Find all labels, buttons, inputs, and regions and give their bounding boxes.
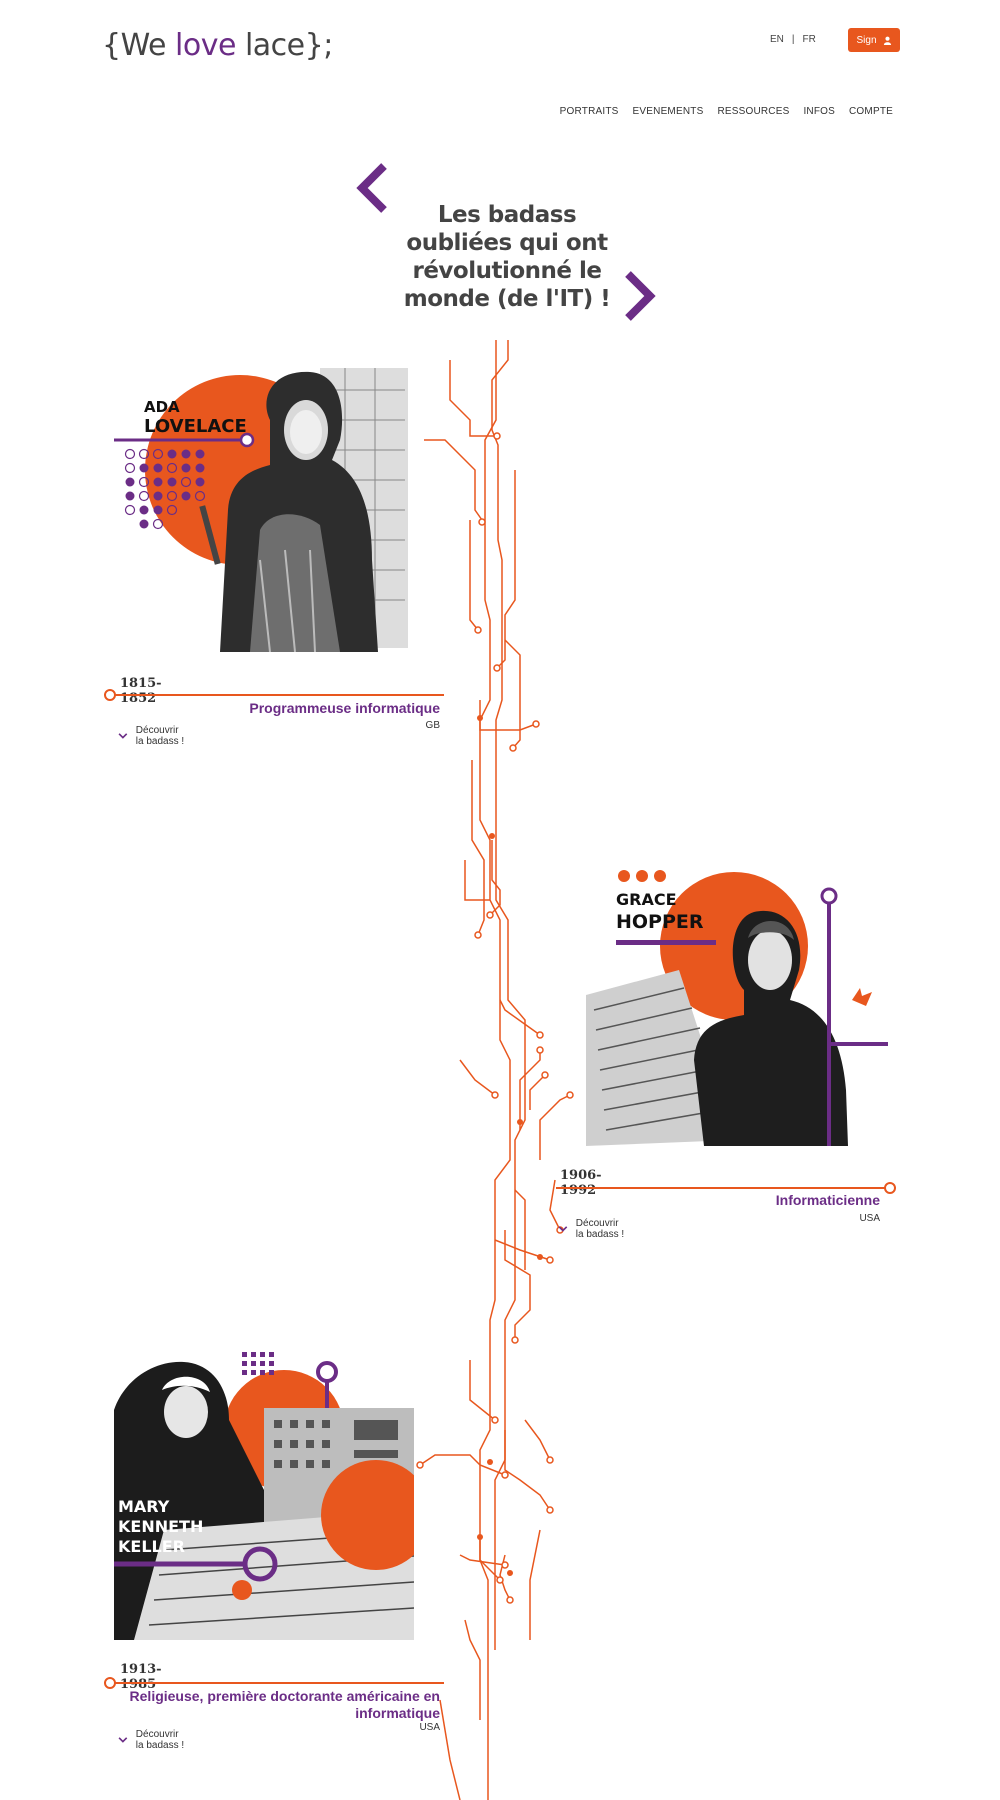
language-switcher: EN | FR xyxy=(766,34,820,45)
mary-name-line1: MARY xyxy=(118,1497,170,1516)
mary-name-line2: KENNETH xyxy=(118,1517,203,1536)
logo-accent-text: love xyxy=(175,28,236,63)
ada-country: GB xyxy=(425,720,440,731)
mary-country: USA xyxy=(419,1722,440,1733)
grace-discover-link[interactable]: Découvrir la badass ! xyxy=(558,1218,627,1240)
mary-rule xyxy=(114,1682,444,1684)
chevron-right-icon[interactable] xyxy=(620,268,660,324)
nav-ressources[interactable]: RESSOURCES xyxy=(717,106,790,117)
grace-name-line2: HOPPER xyxy=(616,911,704,933)
nav-infos[interactable]: INFOS xyxy=(803,106,836,117)
sign-button[interactable]: Sign xyxy=(848,28,900,52)
grace-name-line1: GRACE xyxy=(616,890,677,909)
grace-discover-label: Découvrir la badass ! xyxy=(575,1218,625,1240)
lang-separator: | xyxy=(791,34,795,45)
ada-name-line2: LOVELACE xyxy=(144,416,247,437)
grace-hopper-portrait[interactable]: GRACE HOPPER xyxy=(584,860,890,1146)
grace-role: Informaticienne xyxy=(775,1192,880,1208)
ada-role: Programmeuse informatique xyxy=(249,700,440,716)
site-logo[interactable]: {We love lace}; xyxy=(102,28,333,63)
main-nav: PORTRAITS EVENEMENTS RESSOURCES INFOS CO… xyxy=(560,106,893,117)
mary-role: Religieuse, première doctorante américai… xyxy=(129,1688,440,1721)
mary-name-line3: KELLER xyxy=(118,1537,185,1556)
lang-en-link[interactable]: EN xyxy=(770,34,784,45)
logo-text-end: lace}; xyxy=(235,28,333,63)
lang-fr-link[interactable]: FR xyxy=(802,34,816,45)
logo-text: {We xyxy=(102,28,175,63)
nav-compte[interactable]: COMPTE xyxy=(849,106,893,117)
sign-button-label: Sign xyxy=(856,34,877,46)
mary-kenneth-keller-portrait[interactable]: MARY KENNETH KELLER xyxy=(114,1350,414,1640)
chevron-down-icon xyxy=(118,1737,128,1743)
nav-evenements[interactable]: EVENEMENTS xyxy=(632,106,704,117)
mary-years: 1913-1985 xyxy=(120,1662,162,1692)
grace-country: USA xyxy=(859,1213,880,1224)
grace-years: 1906-1992 xyxy=(560,1168,602,1198)
ada-name-line1: ADA xyxy=(144,398,180,416)
user-icon xyxy=(883,36,891,45)
ada-discover-label: Découvrir la badass ! xyxy=(135,725,185,747)
chevron-down-icon xyxy=(558,1226,568,1232)
grace-rule-dot xyxy=(884,1182,896,1194)
ada-discover-link[interactable]: Découvrir la badass ! xyxy=(118,725,187,747)
grace-rule xyxy=(556,1187,886,1189)
mary-discover-label: Découvrir la badass ! xyxy=(135,1729,185,1751)
chevron-left-icon[interactable] xyxy=(352,160,392,216)
page-title: Les badass oubliées qui ont révolutionné… xyxy=(403,202,611,313)
ada-rule xyxy=(114,694,444,696)
nav-portraits[interactable]: PORTRAITS xyxy=(559,106,619,117)
ada-lovelace-portrait[interactable]: ADA LOVELACE xyxy=(110,360,410,652)
mary-discover-link[interactable]: Découvrir la badass ! xyxy=(118,1729,187,1751)
chevron-down-icon xyxy=(118,733,128,739)
